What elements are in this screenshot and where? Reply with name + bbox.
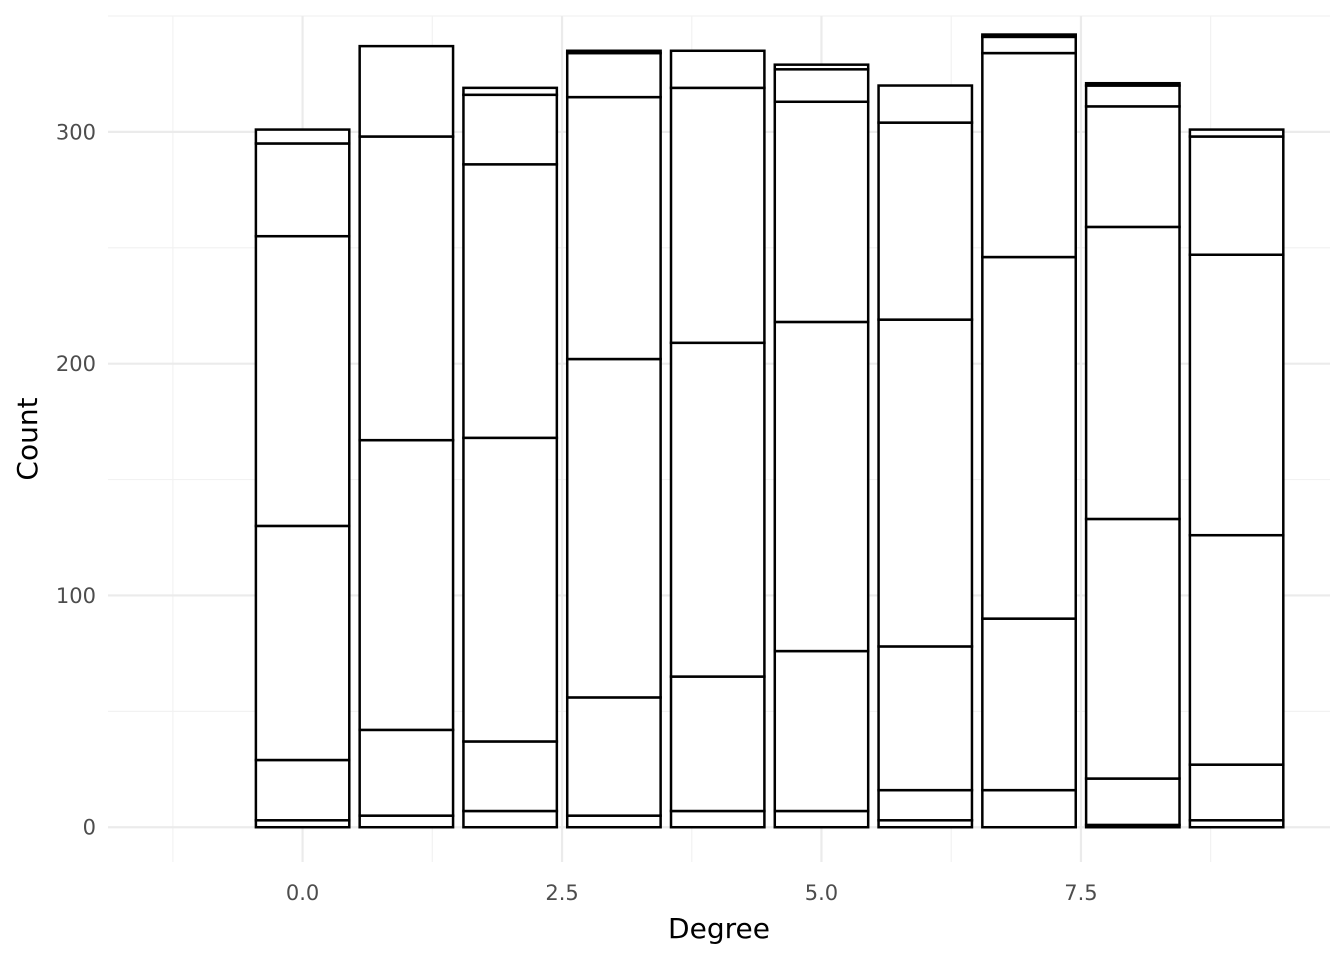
- bar-segment-degree-7-layer-3: [981, 51, 1077, 259]
- bar-segment-degree-6-layer-1: [877, 788, 974, 822]
- bar-segment-degree-0-layer-1: [254, 758, 351, 822]
- bar-segment-degree-4-layer-0: [669, 809, 766, 829]
- bar-segment-degree-3-layer-0: [565, 814, 662, 829]
- x-tick-label: 5.0: [805, 881, 838, 905]
- bar-segment-degree-5-layer-1: [773, 649, 870, 813]
- bar-segment-degree-9-layer-2: [1188, 533, 1285, 766]
- bar-segment-degree-0-layer-3: [254, 234, 351, 528]
- bar-segment-degree-5-layer-4: [773, 68, 870, 104]
- bar-segment-degree-8-layer-2: [1084, 517, 1181, 780]
- bar-segment-degree-5-layer-3: [773, 100, 870, 324]
- bar-segment-degree-7-layer-4: [981, 35, 1077, 55]
- bar-segment-degree-7-layer-0: [981, 788, 1077, 829]
- bar-segment-degree-0-layer-2: [254, 524, 351, 762]
- y-tick-label: 0: [83, 816, 96, 840]
- bar-segment-degree-4-layer-4: [669, 49, 766, 90]
- y-tick-label: 200: [56, 352, 96, 376]
- bar-segment-degree-8-layer-3: [1084, 225, 1181, 521]
- y-axis-title: Count: [11, 397, 44, 480]
- bar-segment-degree-8-layer-1: [1084, 777, 1181, 827]
- bar-segment-degree-5-layer-0: [773, 809, 870, 829]
- bar-segment-degree-8-layer-4: [1084, 105, 1181, 229]
- bar-segment-degree-6-layer-2: [877, 645, 974, 792]
- bar-segment-degree-7-layer-5: [981, 33, 1077, 39]
- bar-segment-degree-4-layer-2: [669, 341, 766, 678]
- bar-segment-degree-2-layer-5: [462, 86, 559, 97]
- bar-segment-degree-2-layer-2: [462, 436, 559, 743]
- bar-segment-degree-2-layer-4: [462, 93, 559, 166]
- bar-segment-degree-1-layer-1: [358, 728, 455, 817]
- x-axis-title: Degree: [668, 912, 770, 945]
- bar-segment-degree-0-layer-5: [254, 128, 351, 145]
- bar-segment-degree-8-layer-5: [1084, 84, 1181, 108]
- bars: [254, 33, 1285, 829]
- bar-segment-degree-2-layer-0: [462, 809, 559, 829]
- x-tick-label: 0.0: [286, 881, 319, 905]
- bar-segment-degree-3-layer-3: [565, 95, 662, 361]
- bar-segment-degree-9-layer-5: [1188, 128, 1285, 138]
- x-tick-label: 2.5: [545, 881, 578, 905]
- bar-segment-degree-1-layer-2: [358, 438, 455, 732]
- bar-segment-degree-0-layer-4: [254, 142, 351, 238]
- bar-segment-degree-9-layer-3: [1188, 253, 1285, 537]
- bar-segment-degree-1-layer-3: [358, 135, 455, 442]
- y-tick-label: 100: [56, 584, 96, 608]
- bar-segment-degree-6-layer-4: [877, 121, 974, 321]
- bar-segment-degree-7-layer-1: [981, 617, 1077, 792]
- bar-segment-degree-5-layer-2: [773, 320, 870, 653]
- bar-segment-degree-3-layer-2: [565, 357, 662, 699]
- bar-segment-degree-3-layer-4: [565, 51, 662, 99]
- x-tick-label: 7.5: [1064, 881, 1097, 905]
- x-axis-tick-labels: 0.0 2.5 5.0 7.5: [286, 881, 1098, 905]
- bar-segment-degree-5-layer-5: [773, 63, 870, 71]
- bar-segment-degree-4-layer-1: [669, 675, 766, 813]
- bar-segment-degree-1-layer-0: [358, 814, 455, 829]
- bar-segment-degree-9-layer-1: [1188, 763, 1285, 822]
- bar-segment-degree-3-layer-1: [565, 696, 662, 817]
- bar-segment-degree-2-layer-3: [462, 163, 559, 440]
- y-tick-label: 300: [56, 120, 96, 144]
- bar-segment-degree-2-layer-1: [462, 740, 559, 813]
- bar-segment-degree-7-layer-2: [981, 255, 1077, 620]
- bar-segment-degree-1-layer-4: [358, 44, 455, 138]
- bar-segment-degree-4-layer-3: [669, 86, 766, 345]
- bar-segment-degree-6-layer-5: [877, 84, 974, 124]
- bar-segment-degree-6-layer-3: [877, 318, 974, 648]
- bar-segment-degree-3-layer-5: [565, 49, 662, 55]
- y-axis-tick-labels: 0 100 200 300: [56, 120, 96, 839]
- bar-segment-degree-9-layer-4: [1188, 135, 1285, 256]
- bar-segment-degree-8-layer-6: [1084, 81, 1181, 87]
